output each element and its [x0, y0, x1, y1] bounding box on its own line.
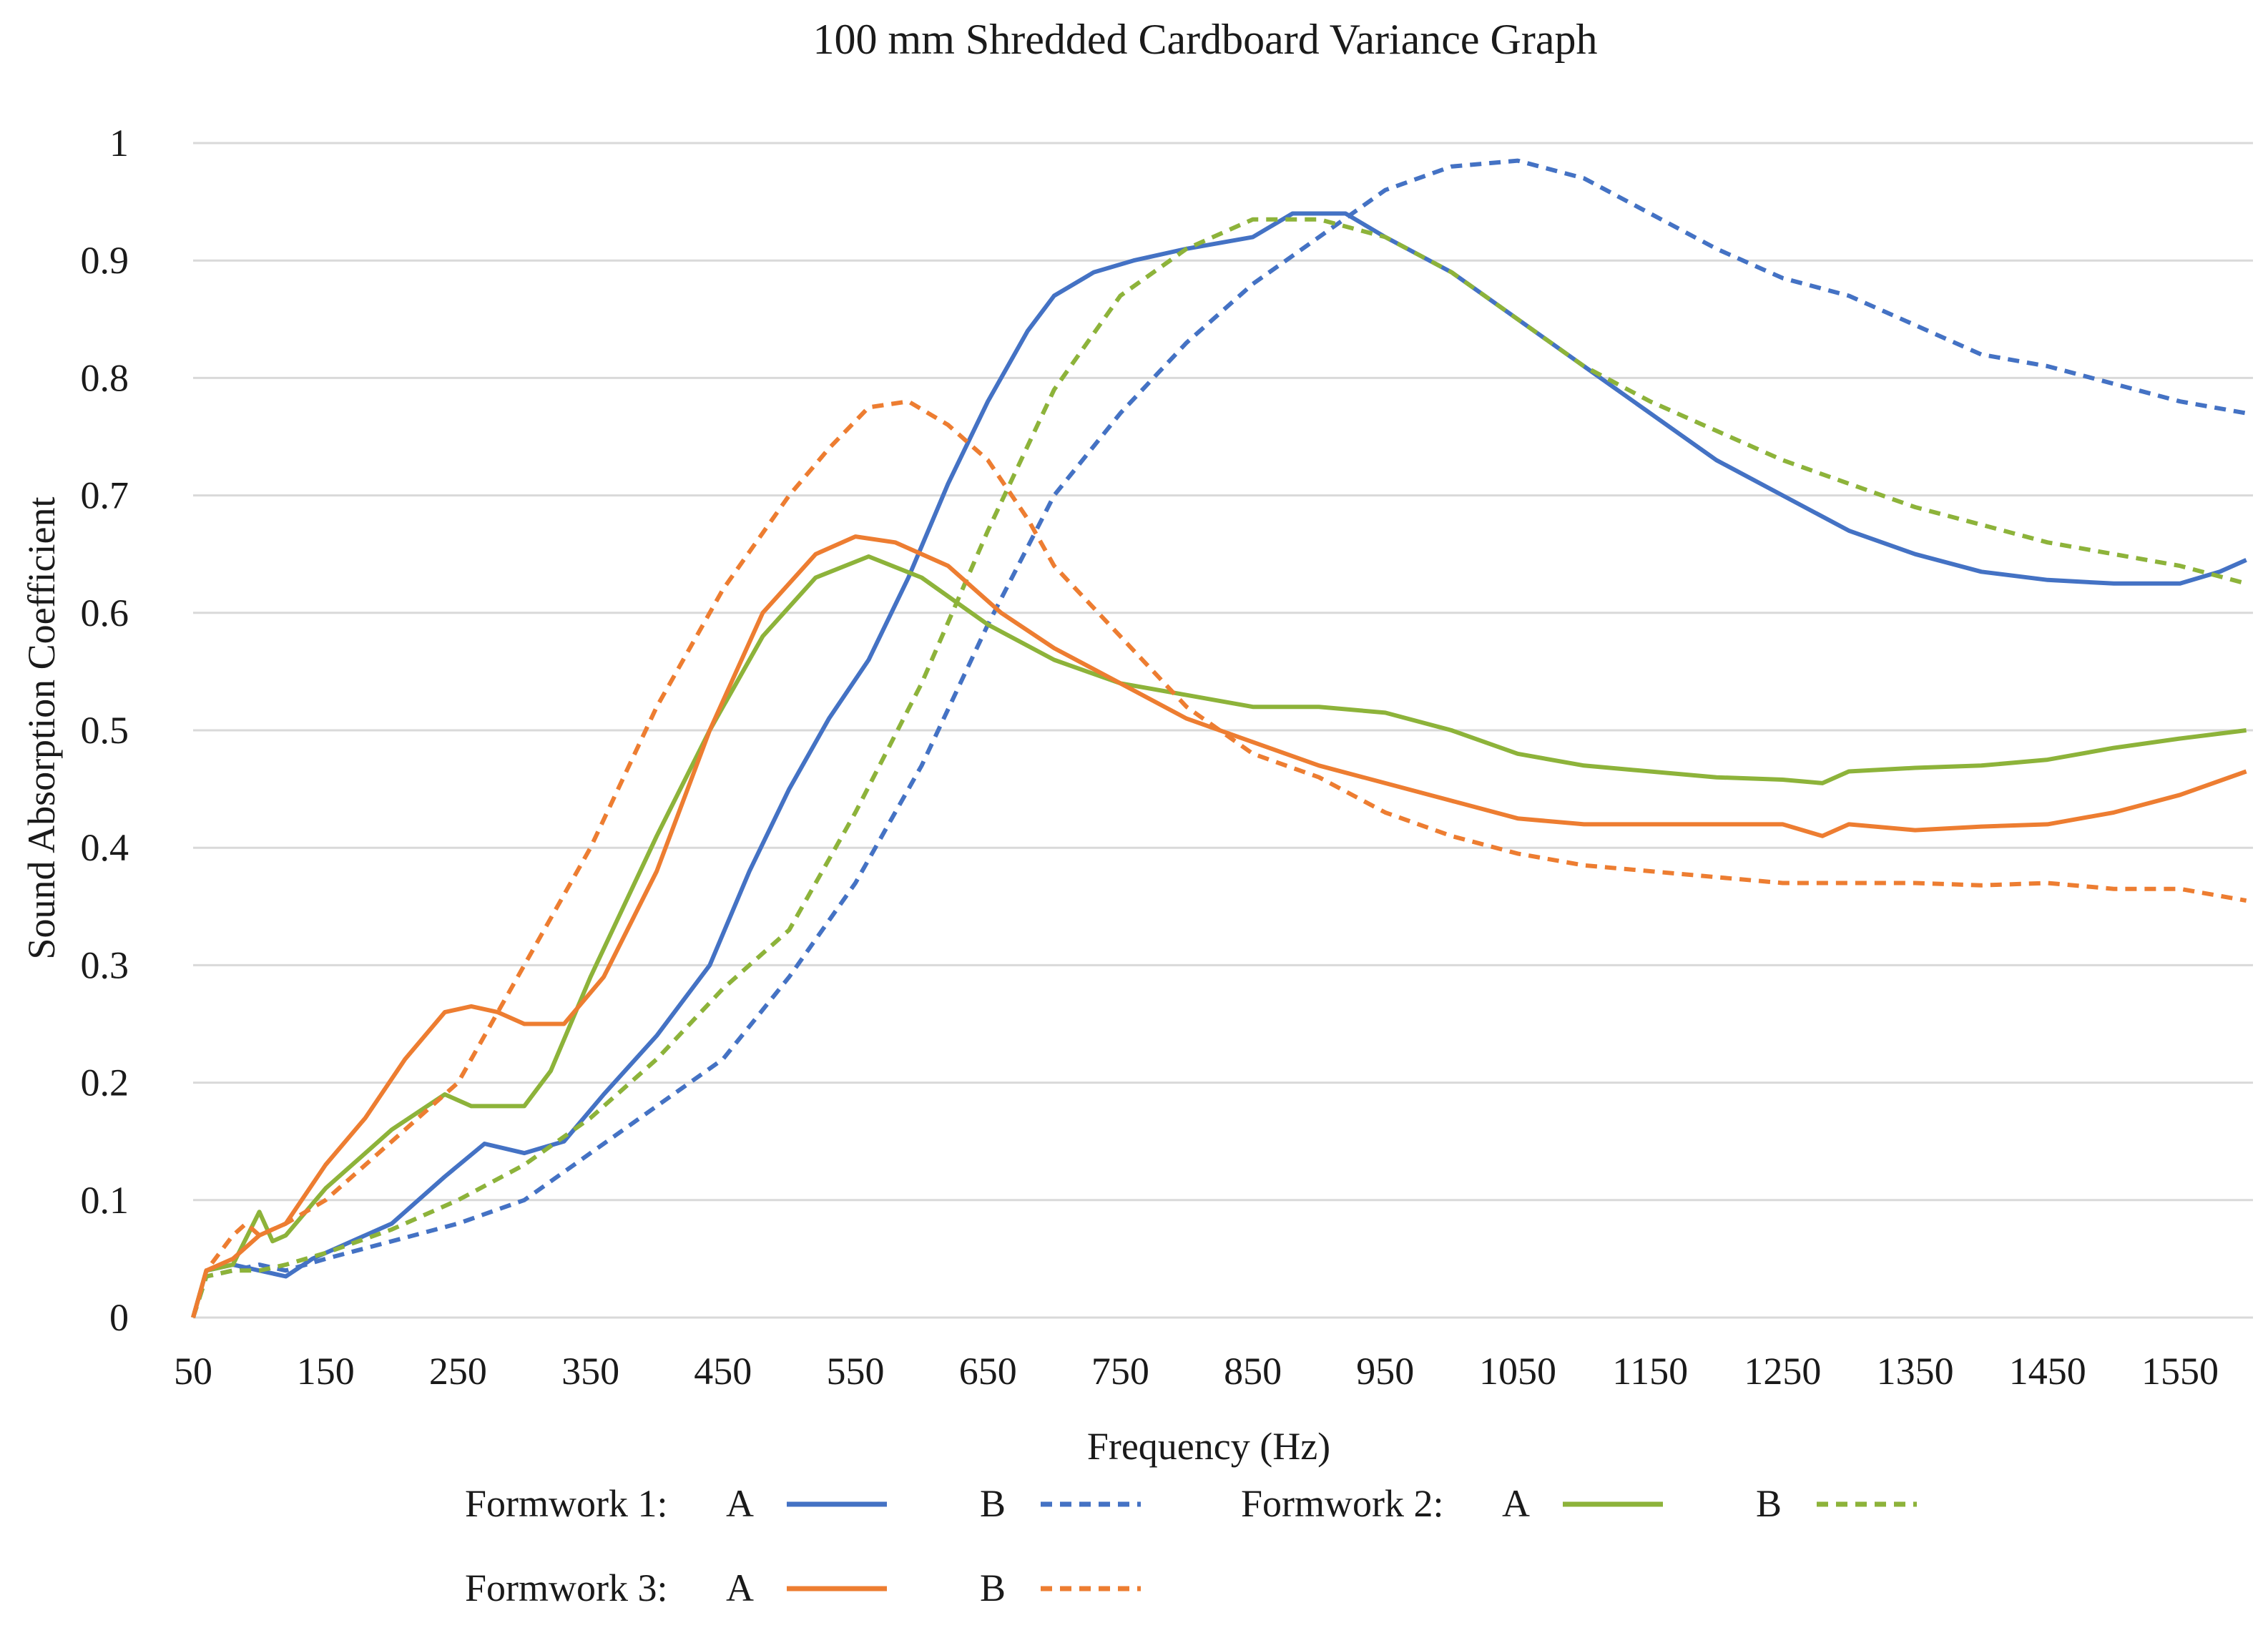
x-tick-label: 1450 [2009, 1350, 2086, 1393]
legend-group-label: Formwork 1: [465, 1482, 668, 1525]
y-tick-label: 0.2 [81, 1061, 129, 1104]
x-tick-label: 650 [959, 1350, 1017, 1393]
legend-item-label: B [980, 1566, 1006, 1609]
x-tick-label: 1250 [1744, 1350, 1821, 1393]
x-tick-label: 1050 [1479, 1350, 1556, 1393]
series-line-formwork-3-b [191, 399, 2247, 1318]
x-tick-label: 1150 [1612, 1350, 1688, 1393]
x-tick-label: 550 [827, 1350, 885, 1393]
x-tick-label: 850 [1224, 1350, 1282, 1393]
legend-item-label: B [1756, 1482, 1782, 1525]
plot-series [191, 158, 2247, 1318]
x-tick-label: 1550 [2141, 1350, 2219, 1393]
chart-legend: Formwork 1: A B Formwork 2: A B Formwork 3: A B [465, 1482, 1917, 1609]
y-tick-label: 0.3 [81, 943, 129, 986]
y-tick-label: 0.1 [81, 1179, 129, 1222]
x-tick-label: 350 [561, 1350, 619, 1393]
legend-item-label: B [980, 1482, 1006, 1525]
y-tick-label: 0.9 [81, 239, 129, 282]
y-tick-label: 0.6 [81, 592, 129, 634]
chart-title: 100 mm Shredded Cardboard Variance Graph [813, 16, 1598, 63]
x-tick-label: 450 [694, 1350, 752, 1393]
series-line-formwork-1-b [191, 158, 2247, 1318]
series-line-formwork-3-a [191, 534, 2247, 1318]
y-tick-label: 0.8 [81, 356, 129, 399]
x-axis-ticks: 50 150 250 350 450 550 650 750 850 950 1050 1150 125… [174, 1350, 2219, 1393]
legend-group-label: Formwork 3: [465, 1566, 668, 1609]
series-line-formwork-2-b [191, 217, 2247, 1318]
x-tick-label: 150 [297, 1350, 355, 1393]
x-tick-label: 1350 [1877, 1350, 1954, 1393]
y-tick-label: 0 [109, 1296, 129, 1339]
y-tick-label: 0.5 [81, 709, 129, 752]
legend-item-label: A [1502, 1482, 1530, 1525]
legend-group-label: Formwork 2: [1241, 1482, 1444, 1525]
legend-item-label: A [726, 1566, 754, 1609]
x-tick-label: 750 [1091, 1350, 1149, 1393]
y-tick-label: 0.7 [81, 474, 129, 517]
y-axis-ticks: 0 0.1 0.2 0.3 0.4 0.5 0.6 0.7 0.8 0.9 1 [81, 122, 129, 1339]
y-axis-label: Sound Absorption Coefficient [20, 497, 63, 960]
series-line-formwork-2-a [191, 554, 2247, 1318]
x-tick-label: 50 [174, 1350, 212, 1393]
series-line-formwork-1-a [191, 211, 2247, 1318]
legend-item-label: A [726, 1482, 754, 1525]
y-tick-label: 0.4 [81, 826, 129, 869]
x-tick-label: 950 [1356, 1350, 1414, 1393]
y-tick-label: 1 [109, 122, 129, 165]
x-axis-label: Frequency (Hz) [1087, 1425, 1330, 1468]
x-tick-label: 250 [429, 1350, 487, 1393]
